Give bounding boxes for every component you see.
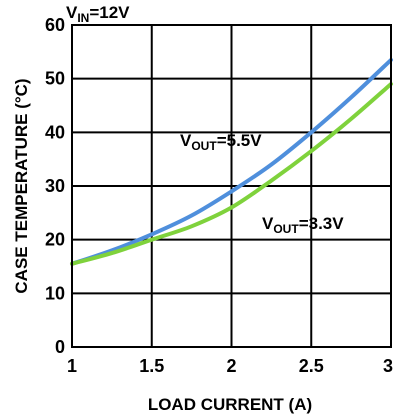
x-tick-labels: 1 1.5 2 2.5 3	[67, 356, 393, 376]
y-tick-labels: 0 10 20 30 40 50 60	[45, 15, 65, 357]
y-tick-label: 30	[45, 176, 65, 196]
x-tick-label: 2.5	[299, 356, 324, 376]
x-tick-label: 1	[67, 356, 77, 376]
y-tick-label: 20	[45, 230, 65, 250]
series-label-vout-5v5: VOUT=5.5V	[180, 131, 262, 153]
y-axis-label: CASE TEMPERATURE (°C)	[12, 78, 31, 293]
x-tick-label: 2	[226, 356, 236, 376]
x-axis-label: LOAD CURRENT (A)	[148, 395, 312, 414]
x-tick-label: 3	[383, 356, 393, 376]
y-tick-label: 40	[45, 122, 65, 142]
y-tick-label: 50	[45, 69, 65, 89]
x-tick-label: 1.5	[139, 356, 164, 376]
y-tick-label: 10	[45, 283, 65, 303]
plot-frame	[71, 24, 392, 348]
input-voltage-annotation: VIN=12V	[66, 3, 130, 25]
grid	[71, 24, 392, 348]
y-tick-label: 60	[45, 15, 65, 35]
series-label-vout-3v3: VOUT=3.3V	[262, 214, 344, 236]
series-line-vout-5v5	[70, 57, 393, 266]
series-line-vout-3v3	[70, 82, 393, 266]
series-lines	[70, 57, 393, 266]
y-tick-label: 0	[55, 337, 65, 357]
